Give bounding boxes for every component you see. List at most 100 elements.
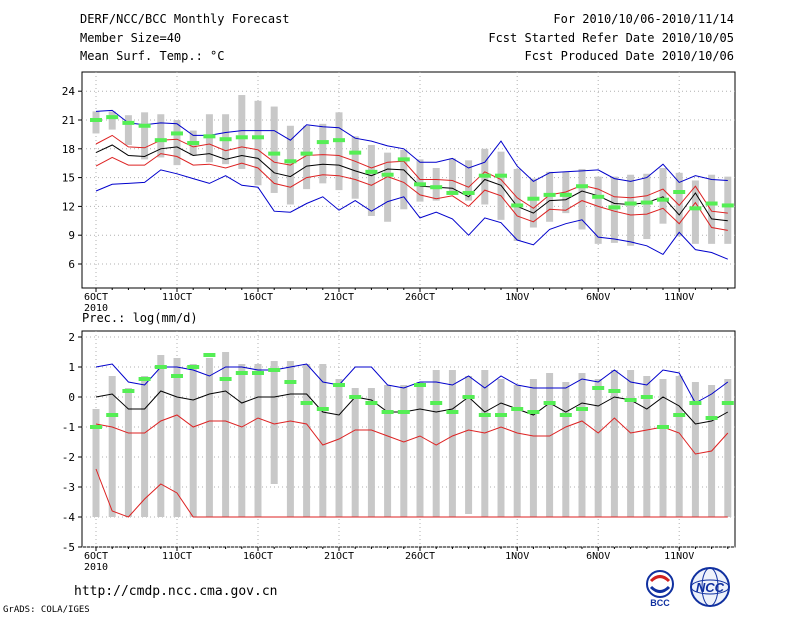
prec-ensemble-bar — [173, 358, 181, 517]
temp-x-tick-year: 2010 — [84, 303, 108, 314]
prec-observation-marker — [106, 413, 119, 417]
temp-observation-marker — [203, 134, 216, 139]
prec-ensemble-bar — [643, 376, 651, 517]
prec-ensemble-bar — [400, 385, 408, 517]
prec-x-tick-label: 21OCT — [324, 551, 354, 562]
temp-observation-marker — [576, 184, 588, 189]
prec-y-tick-label: 0 — [68, 391, 75, 404]
temp-observation-marker — [333, 138, 345, 143]
temp-observation-marker — [381, 172, 394, 177]
temp-line-mean-spread — [95, 134, 728, 214]
temp-y-tick-label: 9 — [68, 229, 75, 242]
temp-ensemble-bar — [432, 168, 440, 201]
prec-observation-marker — [90, 425, 102, 429]
prec-ensemble-bar — [724, 379, 732, 517]
prec-ensemble-bar — [546, 373, 554, 517]
temp-line-ensemble-mean — [95, 144, 728, 222]
temp-observation-marker — [657, 197, 669, 202]
temp-ensemble-bar — [448, 158, 456, 194]
prec-line-ensemble-min — [95, 468, 728, 518]
prec-ensemble-bar — [205, 358, 213, 517]
prec-ensemble-bar — [529, 379, 537, 517]
prec-observation-marker — [203, 353, 216, 357]
prec-ensemble-bar — [432, 370, 440, 517]
prec-y-tick-label: -4 — [62, 511, 76, 524]
chart-title: DERF/NCC/BCC Monthly Forecast — [80, 12, 290, 26]
prec-observation-marker — [252, 371, 264, 375]
prec-observation-marker — [608, 389, 621, 393]
temp-observation-marker — [171, 131, 183, 136]
temp-ensemble-bar — [157, 114, 165, 158]
temp-x-tick-label: 16OCT — [243, 292, 273, 303]
prec-ensemble-bar — [222, 352, 230, 517]
prec-x-tick-label: 26OCT — [405, 551, 435, 562]
temp-ensemble-bar — [384, 152, 392, 222]
prec-observation-marker — [446, 410, 459, 414]
temp-ensemble-bar — [108, 111, 116, 130]
prec-observation-marker — [559, 413, 572, 417]
temp-y-tick-label: 18 — [62, 143, 75, 156]
prec-ensemble-bar — [351, 388, 359, 517]
temp-plot-frame — [81, 71, 736, 289]
temp-observation-marker — [640, 200, 653, 205]
prec-observation-marker — [640, 395, 653, 399]
start-date: Fcst Started Refer Date 2010/10/05 — [488, 31, 734, 45]
prec-observation-marker — [122, 389, 135, 393]
temp-ensemble-bar — [610, 176, 618, 243]
prec-ensemble-bar — [675, 376, 683, 517]
prec-y-tick-label: -2 — [62, 451, 75, 464]
temp-observation-marker — [624, 201, 637, 206]
temp-ensemble-bar — [367, 144, 375, 216]
prec-ensemble-bar — [610, 370, 618, 517]
temp-ensemble-bar — [708, 174, 716, 244]
bcc-logo-text: BCC — [650, 598, 670, 608]
prec-y-tick-label: -5 — [62, 541, 75, 554]
temp-ensemble-bar — [351, 136, 359, 199]
temp-ensemble-bar — [675, 172, 683, 237]
temp-observation-marker — [154, 138, 167, 143]
temp-observation-marker — [527, 196, 540, 201]
temp-observation-marker — [284, 159, 297, 164]
temp-observation-marker — [478, 173, 491, 178]
forecast-period: For 2010/10/06-2010/11/14 — [553, 12, 734, 26]
prec-ensemble-bar — [384, 385, 392, 517]
temp-y-tick-label: 12 — [62, 200, 75, 213]
prec-ensemble-bar — [627, 370, 635, 517]
temp-observation-marker — [721, 203, 734, 208]
prec-x-tick-year: 2010 — [84, 562, 108, 573]
temp-ensemble-bar — [529, 178, 537, 228]
prec-y-tick-label: 2 — [68, 331, 75, 344]
temp-x-tick-label: 11OCT — [162, 292, 192, 303]
prec-line-mean-spread — [95, 414, 729, 455]
temp-line-ensemble-min — [95, 109, 728, 183]
prec-ensemble-bar — [335, 379, 343, 517]
prec-observation-marker — [397, 410, 410, 414]
prec-observation-marker — [478, 413, 491, 417]
prec-observation-marker — [705, 416, 718, 420]
prec-observation-marker — [624, 398, 637, 402]
temp-x-tick-label: 21OCT — [324, 292, 354, 303]
prec-observation-marker — [187, 365, 200, 369]
prec-ensemble-bar — [141, 376, 149, 517]
temp-observation-marker — [365, 169, 378, 174]
temp-observation-marker — [430, 185, 443, 190]
prec-observation-marker — [576, 407, 588, 411]
prec-ensemble-bar — [108, 376, 116, 517]
prec-observation-marker — [138, 377, 151, 381]
temp-x-tick-label: 11NOV — [664, 292, 694, 303]
temp-ensemble-bar — [659, 168, 667, 224]
temp-observation-marker — [495, 173, 507, 178]
temp-y-tick-label: 15 — [62, 172, 75, 185]
prec-ensemble-bar — [416, 382, 424, 517]
temp-x-tick-label: 6OCT — [84, 292, 108, 303]
prec-observation-marker — [511, 407, 524, 411]
temp-ensemble-bar — [319, 123, 327, 184]
prec-x-tick-label: 1NOV — [505, 551, 529, 562]
prec-ensemble-bar — [465, 376, 473, 514]
prec-observation-marker — [430, 401, 443, 405]
prec-x-tick-label: 11OCT — [162, 551, 192, 562]
temp-ensemble-bar — [465, 160, 473, 201]
temp-observation-marker — [106, 115, 119, 120]
temp-ensemble-bar — [303, 125, 311, 190]
